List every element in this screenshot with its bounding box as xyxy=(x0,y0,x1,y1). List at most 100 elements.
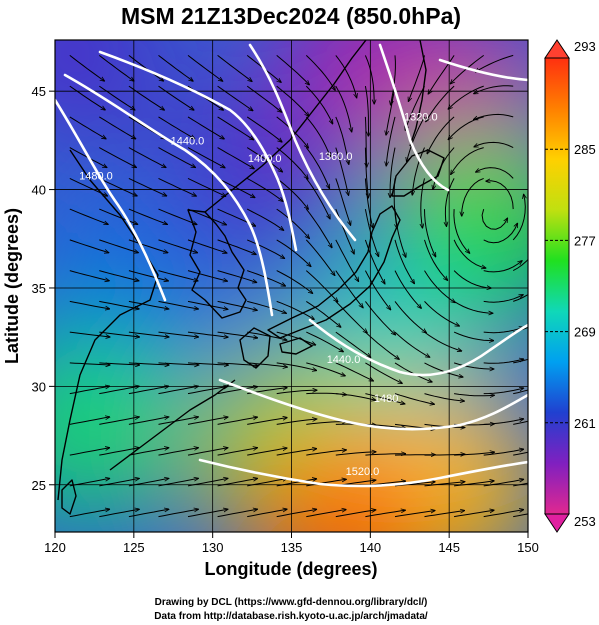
streamline xyxy=(99,177,137,196)
streamline xyxy=(412,147,425,196)
coastline-primorye xyxy=(204,40,367,213)
streamline xyxy=(69,208,108,224)
streamline xyxy=(128,147,166,168)
streamline xyxy=(391,55,396,105)
streamline xyxy=(445,178,455,226)
streamline xyxy=(247,239,284,259)
streamline xyxy=(365,510,405,518)
streamline xyxy=(128,85,165,110)
streamline xyxy=(276,208,310,238)
streamline xyxy=(335,452,376,456)
streamline xyxy=(483,449,524,456)
coastline-taiwan xyxy=(61,479,77,515)
streamline xyxy=(276,419,317,425)
streamline xyxy=(453,331,494,341)
streamline xyxy=(424,482,465,487)
streamline xyxy=(424,511,465,518)
streamline xyxy=(247,362,287,367)
temperature-blob xyxy=(55,330,182,521)
streamline xyxy=(306,422,346,425)
streamline xyxy=(128,478,169,487)
streamline xyxy=(99,270,139,281)
streamline xyxy=(99,239,138,253)
streamline xyxy=(483,261,522,273)
colorbar-tick-label: 261 xyxy=(574,416,596,431)
streamline xyxy=(421,178,425,228)
coastline-shikoku xyxy=(279,337,313,355)
coastline-hokkaido xyxy=(391,149,445,197)
x-ticks: 120 125 130 135 140 145 150 xyxy=(44,532,539,555)
streamline xyxy=(305,55,335,90)
y-tick-label: 25 xyxy=(32,478,46,493)
streamline xyxy=(217,116,254,140)
streamline xyxy=(69,448,110,456)
streamline xyxy=(306,300,341,327)
streamline xyxy=(386,86,396,135)
streamline xyxy=(408,55,425,101)
streamline xyxy=(394,270,421,309)
contour-label: 1480 xyxy=(374,393,398,405)
streamline xyxy=(247,448,287,456)
streamline xyxy=(276,147,308,179)
streamline xyxy=(217,270,257,283)
coastline-korea xyxy=(187,209,247,319)
streamline xyxy=(217,85,253,111)
streamline xyxy=(69,270,110,281)
y-axis-label: Latitude (degrees) xyxy=(2,208,22,364)
streamline xyxy=(276,509,317,518)
streamline xyxy=(128,300,169,309)
streamline xyxy=(365,393,405,404)
y-tick-label: 45 xyxy=(32,84,46,99)
streamline xyxy=(187,509,228,518)
streamline xyxy=(513,420,528,425)
streamline xyxy=(69,300,110,309)
streamline xyxy=(69,509,110,518)
streamline xyxy=(454,481,494,487)
streamline xyxy=(276,449,317,456)
streamline xyxy=(187,239,227,253)
streamline xyxy=(187,177,226,196)
streamline xyxy=(335,55,357,98)
colorbar-tick-label: 277 xyxy=(574,233,596,248)
streamline xyxy=(99,509,139,518)
colorbar-body xyxy=(544,57,570,515)
streamline xyxy=(217,147,255,169)
streamline xyxy=(453,209,470,253)
streamline xyxy=(276,362,317,371)
streamline xyxy=(335,116,349,164)
streamline xyxy=(69,363,110,365)
streamline xyxy=(217,239,257,255)
streamline xyxy=(247,300,286,313)
streamline xyxy=(424,270,456,303)
streamline xyxy=(99,363,139,365)
streamline xyxy=(99,478,139,487)
streamline xyxy=(99,85,135,110)
streamline xyxy=(306,331,343,352)
streamline xyxy=(335,147,349,196)
streamline xyxy=(246,208,284,230)
streamline xyxy=(365,116,366,167)
streamline xyxy=(428,55,455,94)
streamline xyxy=(474,113,514,119)
streamline xyxy=(306,362,345,376)
streamline xyxy=(246,147,282,172)
streamline xyxy=(335,208,354,254)
streamline xyxy=(305,270,338,302)
streamline xyxy=(246,116,282,142)
streamline xyxy=(158,177,197,196)
streamline xyxy=(99,208,138,224)
streamline xyxy=(276,178,309,209)
streamline xyxy=(128,177,167,196)
streamline xyxy=(128,448,169,456)
contour-label: 1440.0 xyxy=(171,135,205,147)
streamline xyxy=(483,295,524,303)
streamline xyxy=(158,417,199,425)
contour-1400-east xyxy=(438,58,528,82)
streamline xyxy=(364,86,368,136)
streamline xyxy=(335,393,376,401)
streamline xyxy=(158,208,197,224)
streamline xyxy=(158,147,196,168)
streamline xyxy=(247,331,287,340)
streamline xyxy=(483,223,518,244)
streamline xyxy=(335,178,351,225)
